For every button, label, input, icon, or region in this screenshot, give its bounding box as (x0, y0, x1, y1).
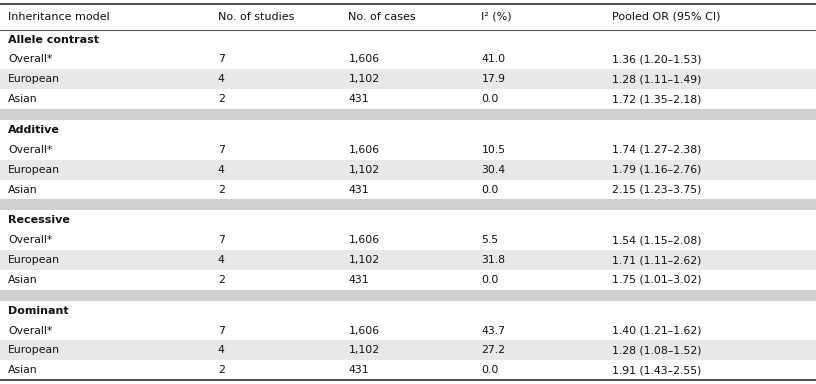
Text: 1.91 (1.43–2.55): 1.91 (1.43–2.55) (612, 365, 702, 375)
Bar (0, 180, 816, 199)
Text: No. of cases: No. of cases (348, 12, 416, 22)
Text: 1,102: 1,102 (348, 74, 379, 84)
Bar (0, 160, 816, 180)
Text: 7: 7 (218, 145, 224, 155)
Text: Additive: Additive (8, 125, 60, 135)
Text: 17.9: 17.9 (481, 74, 505, 84)
Text: Overall*: Overall* (8, 55, 52, 65)
Bar (0, 140, 816, 160)
Bar (0, 4, 816, 30)
Bar (0, 301, 816, 321)
Text: 0.0: 0.0 (481, 275, 499, 285)
Text: Asian: Asian (8, 275, 38, 285)
Text: Recessive: Recessive (8, 215, 70, 225)
Text: 7: 7 (218, 55, 224, 65)
Text: European: European (8, 74, 60, 84)
Text: 1,102: 1,102 (348, 255, 379, 265)
Bar (0, 120, 816, 140)
Text: 1,606: 1,606 (348, 145, 379, 155)
Bar (0, 199, 816, 210)
Text: 5.5: 5.5 (481, 235, 499, 245)
Text: 1,102: 1,102 (348, 345, 379, 355)
Text: European: European (8, 165, 60, 175)
Text: I² (%): I² (%) (481, 12, 512, 22)
Text: 7: 7 (218, 326, 224, 336)
Text: 1,102: 1,102 (348, 165, 379, 175)
Bar (0, 360, 816, 380)
Text: 4: 4 (218, 74, 224, 84)
Text: Dominant: Dominant (8, 306, 69, 316)
Text: 0.0: 0.0 (481, 185, 499, 195)
Bar (0, 30, 816, 50)
Text: 41.0: 41.0 (481, 55, 506, 65)
Text: 1.79 (1.16–2.76): 1.79 (1.16–2.76) (612, 165, 702, 175)
Text: 2: 2 (218, 185, 224, 195)
Text: 431: 431 (348, 185, 369, 195)
Bar (0, 50, 816, 70)
Bar (0, 290, 816, 301)
Text: Asian: Asian (8, 185, 38, 195)
Text: 431: 431 (348, 275, 369, 285)
Text: Asian: Asian (8, 365, 38, 375)
Bar (0, 230, 816, 250)
Text: 1.74 (1.27–2.38): 1.74 (1.27–2.38) (612, 145, 702, 155)
Text: 1.72 (1.35–2.18): 1.72 (1.35–2.18) (612, 94, 702, 104)
Text: Overall*: Overall* (8, 235, 52, 245)
Text: 1,606: 1,606 (348, 55, 379, 65)
Text: 1.75 (1.01–3.02): 1.75 (1.01–3.02) (612, 275, 702, 285)
Text: 2.15 (1.23–3.75): 2.15 (1.23–3.75) (612, 185, 702, 195)
Text: 1,606: 1,606 (348, 235, 379, 245)
Bar (0, 321, 816, 341)
Text: Overall*: Overall* (8, 145, 52, 155)
Text: 27.2: 27.2 (481, 345, 505, 355)
Text: 1.36 (1.20–1.53): 1.36 (1.20–1.53) (612, 55, 702, 65)
Text: 1.54 (1.15–2.08): 1.54 (1.15–2.08) (612, 235, 702, 245)
Text: 1.71 (1.11–2.62): 1.71 (1.11–2.62) (612, 255, 702, 265)
Text: 4: 4 (218, 255, 224, 265)
Bar (0, 109, 816, 120)
Text: No. of studies: No. of studies (218, 12, 295, 22)
Text: 7: 7 (218, 235, 224, 245)
Text: 1.40 (1.21–1.62): 1.40 (1.21–1.62) (612, 326, 702, 336)
Bar (0, 70, 816, 89)
Text: 2: 2 (218, 365, 224, 375)
Text: 0.0: 0.0 (481, 94, 499, 104)
Bar (0, 270, 816, 290)
Text: 1.28 (1.11–1.49): 1.28 (1.11–1.49) (612, 74, 702, 84)
Text: 431: 431 (348, 365, 369, 375)
Text: 43.7: 43.7 (481, 326, 505, 336)
Text: 10.5: 10.5 (481, 145, 506, 155)
Bar (0, 250, 816, 270)
Text: European: European (8, 345, 60, 355)
Text: 1,606: 1,606 (348, 326, 379, 336)
Bar (0, 210, 816, 230)
Text: Overall*: Overall* (8, 326, 52, 336)
Text: European: European (8, 255, 60, 265)
Text: 2: 2 (218, 275, 224, 285)
Text: 31.8: 31.8 (481, 255, 505, 265)
Text: 0.0: 0.0 (481, 365, 499, 375)
Text: 2: 2 (218, 94, 224, 104)
Text: Allele contrast: Allele contrast (8, 35, 100, 45)
Text: Asian: Asian (8, 94, 38, 104)
Text: 1.28 (1.08–1.52): 1.28 (1.08–1.52) (612, 345, 702, 355)
Bar (0, 341, 816, 360)
Text: 4: 4 (218, 165, 224, 175)
Text: Inheritance model: Inheritance model (8, 12, 110, 22)
Bar (0, 89, 816, 109)
Text: 30.4: 30.4 (481, 165, 506, 175)
Text: 431: 431 (348, 94, 369, 104)
Text: 4: 4 (218, 345, 224, 355)
Text: Pooled OR (95% CI): Pooled OR (95% CI) (612, 12, 721, 22)
